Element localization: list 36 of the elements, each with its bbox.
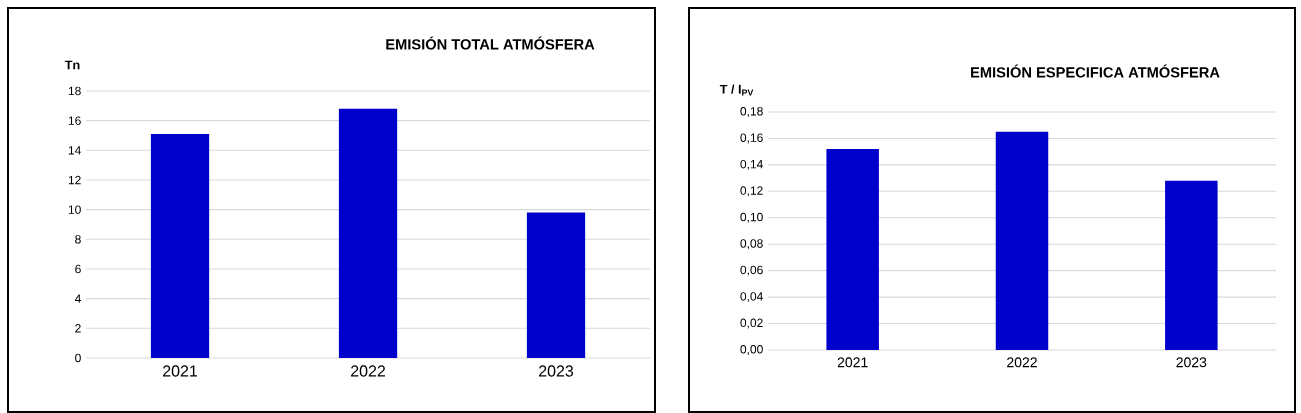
chart-title: EMISIÓN ESPECIFICA ATMÓSFERA — [971, 64, 1220, 78]
bar — [526, 212, 586, 358]
y-axis-title: T / I$_{PV}$ — [719, 84, 754, 96]
bar — [338, 108, 398, 358]
bar — [1165, 180, 1218, 350]
bar — [995, 131, 1049, 350]
y-tick-label: 0,16 — [740, 133, 763, 144]
y-tick-label: 0,00 — [740, 345, 763, 355]
y-tick-label: 18 — [68, 86, 81, 96]
y-tick-label: 14 — [68, 146, 81, 155]
y-tick-label: 0,18 — [740, 107, 763, 117]
y-tick-label: 16 — [68, 116, 81, 125]
y-axis-title: Tn — [64, 60, 80, 70]
chart-title: EMISIÓN TOTAL ATMÓSFERA — [386, 36, 595, 50]
y-tick-label: 2 — [75, 324, 81, 333]
y-tick-label: 0,12 — [740, 186, 763, 197]
x-tick-label: 2021 — [837, 357, 868, 368]
x-tick-label: 2022 — [351, 365, 385, 377]
y-tick-label: 6 — [75, 264, 81, 274]
y-tick-label: 12 — [68, 175, 81, 185]
y-tick-label: 4 — [74, 294, 81, 303]
bar — [826, 149, 879, 350]
y-tick-label: 0,02 — [740, 318, 763, 329]
y-tick-label: 10 — [68, 205, 81, 214]
x-tick-label: 2022 — [1007, 357, 1037, 368]
y-tick-label: 0,08 — [740, 239, 763, 250]
x-tick-label: 2023 — [539, 365, 574, 377]
bar — [150, 134, 210, 358]
y-tick-label: 0,06 — [740, 265, 763, 276]
y-tick-label: 8 — [75, 235, 81, 244]
y-tick-label: 0,04 — [740, 292, 763, 303]
x-tick-label: 2021 — [163, 365, 198, 377]
x-tick-label: 2023 — [1176, 357, 1207, 368]
y-tick-label: 0,14 — [740, 159, 763, 170]
y-tick-label: 0 — [75, 353, 81, 363]
y-tick-label: 0,10 — [740, 212, 763, 223]
